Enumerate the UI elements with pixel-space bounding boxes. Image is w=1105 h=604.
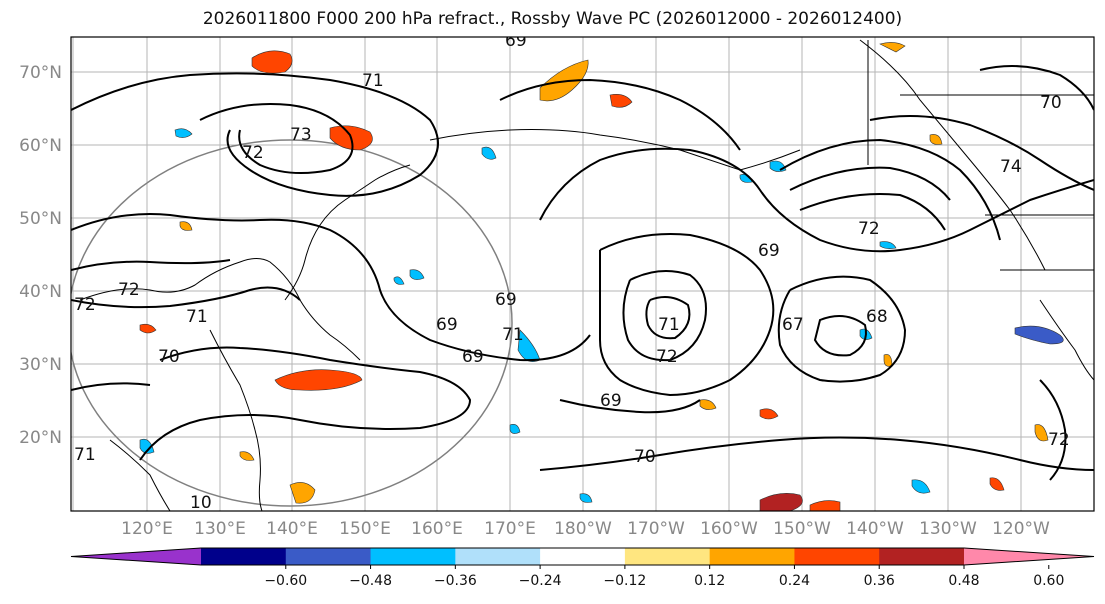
- contour-label: 72: [1048, 430, 1070, 450]
- contour-labels: 69 71 73 72 72 71 70 71 69 69 69 71 72 6…: [74, 31, 1070, 513]
- lat-label: 40°N: [19, 282, 62, 302]
- lon-label: 180°W: [554, 519, 612, 539]
- colorbar-tick-label: 0.24: [779, 573, 810, 589]
- contour-label: 71: [658, 315, 680, 335]
- colorbar-swatch: [285, 548, 372, 565]
- colorbar-swatch: [540, 548, 626, 565]
- colorbar-swatch: [709, 548, 795, 565]
- colorbar-tick-label: −0.60: [264, 573, 307, 589]
- colorbar-swatch: [879, 548, 965, 565]
- colorbar-swatch: [370, 548, 456, 565]
- colorbar-tick-label: −0.48: [349, 573, 392, 589]
- lat-label: 60°N: [19, 136, 62, 156]
- lat-label: 20°N: [19, 428, 62, 448]
- contour-label: 70: [1040, 93, 1062, 113]
- lon-label: 120°E: [121, 519, 173, 539]
- lat-label: 50°N: [19, 209, 62, 229]
- contour-label: 69: [758, 241, 780, 261]
- colorbar-tick-label: −0.12: [603, 573, 646, 589]
- contour-label: 74: [1000, 157, 1022, 177]
- contour-label: 68: [866, 307, 888, 327]
- lon-label: 150°E: [339, 519, 391, 539]
- lon-label: 160°E: [411, 519, 463, 539]
- contour-label: 69: [600, 391, 622, 411]
- colorbar-tick-label: 0.48: [948, 573, 979, 589]
- lat-label: 70°N: [19, 63, 62, 83]
- contour-label: 69: [495, 290, 517, 310]
- colorbar-swatch: [455, 548, 541, 565]
- lon-label: 120°W: [992, 519, 1050, 539]
- contour-label: 71: [362, 71, 384, 91]
- lon-label: 170°W: [627, 519, 685, 539]
- shaded-anomalies: [139, 42, 1064, 511]
- contour-label: 69: [436, 315, 458, 335]
- colorbar-tick-label: 0.36: [864, 573, 895, 589]
- colorbar-tick-label: −0.36: [434, 573, 477, 589]
- contour-label: 69: [505, 31, 527, 51]
- lon-label: 130°W: [919, 519, 977, 539]
- contour-label: 72: [74, 295, 96, 315]
- colorbar: −0.60 −0.48 −0.36 −0.24 −0.12 0.12 0.24 0.36 0.4…: [70, 547, 1095, 589]
- longitude-labels: 120°E 130°E 140°E 150°E 160°E 170°E 180°…: [121, 519, 1050, 539]
- lon-label: 150°W: [773, 519, 831, 539]
- latitude-labels: 70°N 60°N 50°N 40°N 30°N 20°N: [19, 63, 62, 448]
- map-content: 69 71 73 72 72 71 70 71 69 69 69 71 72 6…: [71, 31, 1094, 513]
- lon-label: 140°E: [266, 519, 318, 539]
- lat-label: 30°N: [19, 355, 62, 375]
- contour-label: 10: [190, 493, 212, 513]
- contour-lines: [71, 65, 1094, 481]
- lon-label: 130°E: [194, 519, 246, 539]
- contour-label: 72: [118, 280, 140, 300]
- contour-label: 72: [656, 347, 678, 367]
- colorbar-extend-high: [964, 548, 1094, 565]
- contour-label: 69: [462, 347, 484, 367]
- lon-label: 160°W: [700, 519, 758, 539]
- contour-label: 71: [502, 325, 524, 345]
- contour-label: 73: [290, 125, 312, 145]
- colorbar-outline: [70, 547, 1095, 566]
- plot-title: 2026011800 F000 200 hPa refract., Rossby…: [202, 9, 903, 29]
- lon-label: 170°E: [484, 519, 536, 539]
- colorbar-tick-label: −0.24: [519, 573, 562, 589]
- great-circle: [71, 139, 513, 507]
- colorbar-tick-label: 0.60: [1033, 573, 1064, 589]
- colorbar-swatch: [624, 548, 711, 565]
- colorbar-swatch: [201, 548, 287, 565]
- contour-label: 67: [782, 315, 804, 335]
- colorbar-swatch: [794, 548, 880, 565]
- colorbar-tick-label: 0.12: [694, 573, 725, 589]
- contour-label: 72: [242, 143, 264, 163]
- colorbar-extend-low: [71, 548, 201, 565]
- lon-label: 140°W: [846, 519, 904, 539]
- map-frame: [70, 36, 1095, 512]
- contour-label: 71: [186, 307, 208, 327]
- contour-label: 71: [74, 445, 96, 465]
- contour-label: 72: [858, 219, 880, 239]
- contour-label: 70: [158, 347, 180, 367]
- contour-label: 70: [634, 447, 656, 467]
